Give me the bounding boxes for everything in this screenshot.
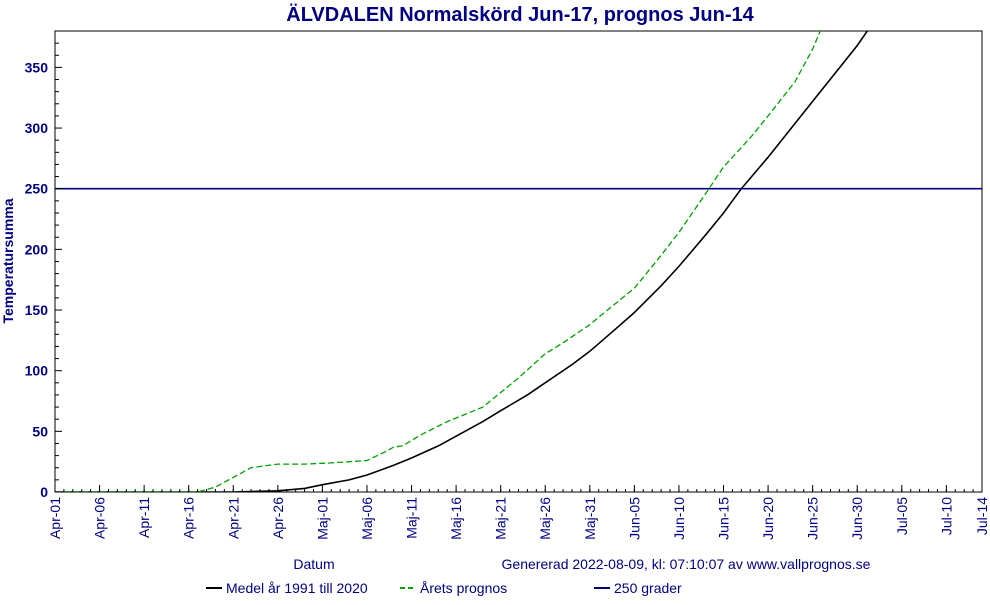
- x-tick-label: Apr-26: [270, 497, 286, 539]
- legend-label: 250 grader: [614, 580, 682, 596]
- x-tick-label: Jun-25: [805, 497, 821, 540]
- y-axis-label: Temperatursumma: [0, 198, 16, 323]
- chart-title: ÄLVDALEN Normalskörd Jun-17, prognos Jun…: [286, 3, 754, 26]
- legend-label: Medel år 1991 till 2020: [226, 580, 368, 596]
- y-tick-label: 300: [25, 120, 49, 136]
- x-tick-label: Apr-06: [92, 497, 108, 539]
- generated-text: Genererad 2022-08-09, kl: 07:10:07 av ww…: [502, 556, 871, 572]
- legend-label: Årets prognos: [420, 580, 507, 596]
- x-tick-label: Maj-31: [582, 497, 598, 540]
- y-tick-label: 150: [25, 302, 49, 318]
- series-line: [55, 31, 869, 492]
- y-tick-label: 0: [40, 484, 48, 500]
- x-tick-label: Maj-06: [359, 497, 375, 540]
- x-tick-label: Jul-10: [938, 497, 954, 535]
- x-tick-label: Maj-16: [448, 497, 464, 540]
- x-tick-label: Jun-20: [760, 497, 776, 540]
- x-tick-label: Jun-10: [671, 497, 687, 540]
- x-axis-label: Datum: [293, 556, 334, 572]
- x-tick-label: Apr-11: [136, 497, 152, 538]
- x-tick-label: Maj-26: [537, 497, 553, 540]
- series-line: [55, 31, 821, 492]
- x-tick-label: Jun-05: [626, 497, 642, 540]
- plot-area-frame: [54, 30, 983, 493]
- y-tick-label: 350: [25, 59, 49, 75]
- x-tick-label: Apr-01: [47, 497, 63, 539]
- x-tick-label: Maj-21: [493, 497, 509, 540]
- x-tick-label: Maj-11: [404, 497, 420, 539]
- y-tick-label: 50: [32, 423, 48, 439]
- x-tick-label: Jun-30: [849, 497, 865, 540]
- y-tick-label: 200: [25, 241, 49, 257]
- x-tick-label: Jul-05: [894, 497, 910, 535]
- x-tick-label: Maj-01: [314, 497, 330, 540]
- x-tick-label: Apr-21: [225, 497, 241, 539]
- x-tick-label: Jun-15: [716, 497, 732, 540]
- y-tick-label: 250: [25, 181, 49, 197]
- y-tick-label: 100: [25, 363, 49, 379]
- x-tick-label: Apr-16: [181, 497, 197, 539]
- x-tick-label: Jul-14: [974, 497, 990, 535]
